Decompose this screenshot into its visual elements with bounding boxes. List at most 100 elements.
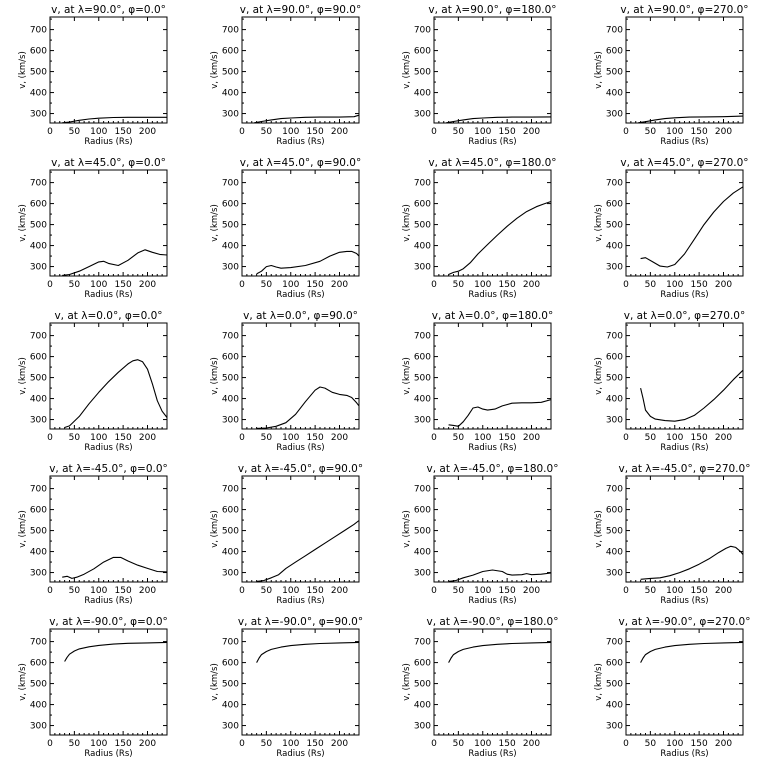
plot-frame bbox=[433, 322, 552, 430]
x-tick-label: 100 bbox=[90, 739, 107, 749]
y-tick-label: 500 bbox=[222, 527, 239, 537]
x-axis-label: Radius (Rs) bbox=[468, 290, 516, 300]
y-axis-label: v, (km/s) bbox=[402, 204, 412, 242]
subplot-0: v, at λ=90.0°, φ=0.0° 0 50 100 150 200 300 400 5… bbox=[18, 4, 168, 147]
x-tick-label: 100 bbox=[474, 280, 491, 290]
subplot-title: v, at λ=90.0°, φ=0.0° bbox=[51, 4, 166, 16]
y-tick-label: 600 bbox=[222, 353, 239, 363]
x-tick-label: 50 bbox=[453, 586, 465, 596]
y-tick-label: 400 bbox=[222, 89, 239, 99]
y-tick-label: 300 bbox=[222, 110, 239, 120]
x-axis-label: Radius (Rs) bbox=[468, 749, 516, 759]
y-axis-label: v, (km/s) bbox=[18, 663, 28, 701]
subplot-7: v, at λ=45.0°, φ=270.0° 0 50 100 150 200 300 40… bbox=[594, 157, 749, 300]
x-tick-label: 50 bbox=[69, 280, 81, 290]
plot-frame bbox=[49, 475, 168, 583]
subplot-title: v, at λ=90.0°, φ=180.0° bbox=[428, 4, 556, 16]
x-tick-label: 100 bbox=[282, 586, 299, 596]
plot-frame bbox=[241, 16, 360, 124]
plot-frame bbox=[433, 16, 552, 124]
y-tick-label: 600 bbox=[606, 47, 623, 57]
y-tick-label: 500 bbox=[414, 68, 431, 78]
x-tick-label: 0 bbox=[239, 739, 245, 749]
x-tick-label: 50 bbox=[69, 739, 81, 749]
y-tick-label: 700 bbox=[414, 26, 431, 36]
subplot-title: v, at λ=0.0°, φ=180.0° bbox=[432, 310, 553, 322]
subplot-title: v, at λ=45.0°, φ=90.0° bbox=[240, 157, 361, 169]
y-tick-label: 500 bbox=[414, 374, 431, 384]
subplot-17: v, at λ=-90.0°, φ=90.0° 0 50 100 150 200 300 40… bbox=[210, 616, 363, 759]
y-tick-label: 300 bbox=[606, 416, 623, 426]
x-tick-label: 0 bbox=[239, 586, 245, 596]
y-tick-label: 400 bbox=[606, 242, 623, 252]
x-axis-label: Radius (Rs) bbox=[276, 596, 324, 606]
subplot-6: v, at λ=45.0°, φ=180.0° 0 50 100 150 200 300 40… bbox=[402, 157, 557, 300]
y-axis-label: v, (km/s) bbox=[18, 51, 28, 89]
x-tick-label: 50 bbox=[645, 433, 657, 443]
y-tick-label: 300 bbox=[414, 110, 431, 120]
subplot-19: v, at λ=-90.0°, φ=270.0° 0 50 100 150 200 300 4… bbox=[594, 616, 750, 759]
y-tick-label: 500 bbox=[30, 680, 47, 690]
x-tick-label: 50 bbox=[645, 280, 657, 290]
series-line bbox=[62, 116, 167, 124]
x-tick-label: 150 bbox=[691, 127, 708, 137]
x-tick-label: 200 bbox=[523, 127, 540, 137]
subplot-15: v, at λ=-45.0°, φ=270.0° 0 50 100 150 200 300 4… bbox=[594, 463, 750, 606]
y-tick-label: 500 bbox=[30, 527, 47, 537]
x-axis-label: Radius (Rs) bbox=[276, 443, 324, 453]
x-tick-label: 50 bbox=[69, 586, 81, 596]
y-tick-label: 300 bbox=[606, 569, 623, 579]
subplot-title: v, at λ=-45.0°, φ=180.0° bbox=[427, 463, 559, 475]
x-tick-label: 200 bbox=[523, 280, 540, 290]
y-tick-label: 600 bbox=[222, 659, 239, 669]
y-tick-label: 600 bbox=[414, 200, 431, 210]
x-tick-label: 200 bbox=[139, 127, 156, 137]
x-axis-label: Radius (Rs) bbox=[660, 290, 708, 300]
subplot-1: v, at λ=90.0°, φ=90.0° 0 50 100 150 200 300 400… bbox=[210, 4, 361, 147]
y-tick-label: 600 bbox=[414, 353, 431, 363]
y-tick-label: 700 bbox=[414, 332, 431, 342]
x-tick-label: 150 bbox=[115, 433, 132, 443]
x-tick-label: 0 bbox=[239, 280, 245, 290]
subplot-2: v, at λ=90.0°, φ=180.0° 0 50 100 150 200 300 40… bbox=[402, 4, 557, 147]
x-axis-label: Radius (Rs) bbox=[84, 749, 132, 759]
y-tick-label: 500 bbox=[606, 527, 623, 537]
y-tick-label: 600 bbox=[30, 200, 47, 210]
y-tick-label: 700 bbox=[606, 26, 623, 36]
x-axis-label: Radius (Rs) bbox=[84, 290, 132, 300]
y-tick-label: 400 bbox=[30, 89, 47, 99]
y-axis-label: v, (km/s) bbox=[402, 357, 412, 395]
y-tick-label: 300 bbox=[414, 722, 431, 732]
series-line bbox=[64, 359, 168, 429]
x-tick-label: 100 bbox=[90, 586, 107, 596]
y-tick-label: 600 bbox=[414, 47, 431, 57]
y-tick-label: 700 bbox=[30, 638, 47, 648]
x-tick-label: 150 bbox=[691, 739, 708, 749]
y-tick-label: 500 bbox=[222, 374, 239, 384]
y-axis-label: v, (km/s) bbox=[210, 510, 220, 548]
x-tick-label: 200 bbox=[523, 586, 540, 596]
x-tick-label: 200 bbox=[139, 280, 156, 290]
y-tick-label: 400 bbox=[606, 89, 623, 99]
x-axis-label: Radius (Rs) bbox=[468, 443, 516, 453]
x-tick-label: 0 bbox=[47, 127, 53, 137]
x-tick-label: 0 bbox=[47, 586, 53, 596]
x-tick-label: 50 bbox=[645, 739, 657, 749]
x-axis-label: Radius (Rs) bbox=[468, 596, 516, 606]
y-axis-label: v, (km/s) bbox=[594, 357, 604, 395]
x-tick-label: 200 bbox=[715, 280, 732, 290]
x-tick-label: 0 bbox=[431, 586, 437, 596]
subplot-title: v, at λ=45.0°, φ=270.0° bbox=[620, 157, 748, 169]
y-tick-label: 400 bbox=[414, 548, 431, 558]
y-tick-label: 300 bbox=[606, 110, 623, 120]
x-tick-label: 100 bbox=[474, 127, 491, 137]
x-tick-label: 200 bbox=[715, 433, 732, 443]
y-tick-label: 500 bbox=[30, 221, 47, 231]
subplot-5: v, at λ=45.0°, φ=90.0° 0 50 100 150 200 300 400… bbox=[210, 157, 361, 300]
x-tick-label: 0 bbox=[623, 586, 629, 596]
y-tick-label: 600 bbox=[30, 506, 47, 516]
y-tick-label: 300 bbox=[30, 416, 47, 426]
series-line bbox=[640, 545, 744, 580]
y-tick-label: 500 bbox=[30, 68, 47, 78]
